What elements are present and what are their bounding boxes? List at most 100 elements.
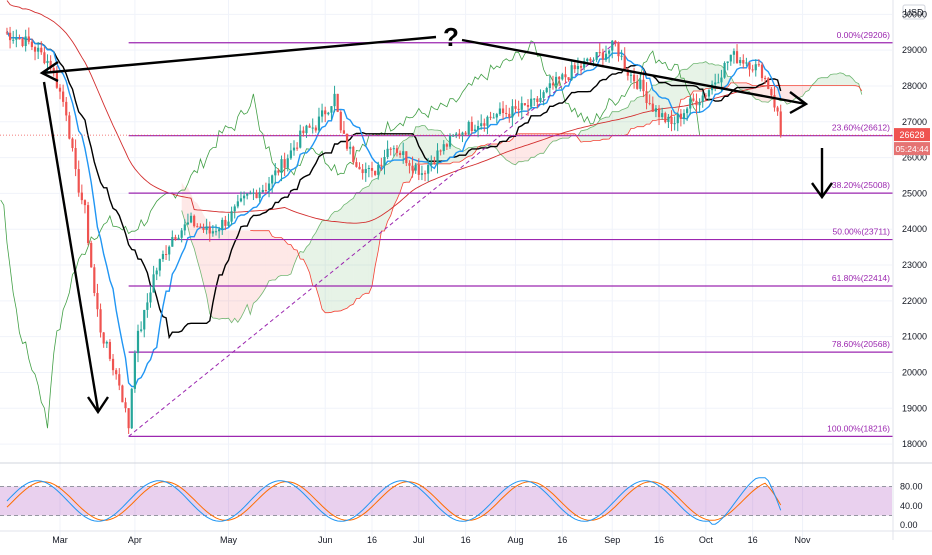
fib-level-label: 0.00%(29206)	[837, 30, 891, 40]
cloud-segment	[428, 129, 432, 164]
candle-body	[495, 114, 498, 118]
candle-body	[508, 113, 511, 118]
cloud-segment	[503, 141, 507, 160]
cloud-segment	[372, 179, 376, 287]
cloud-segment	[606, 116, 610, 140]
cloud-segment	[593, 124, 597, 141]
candle-body	[654, 108, 658, 112]
currency-badge[interactable]	[902, 4, 926, 20]
candle-body	[598, 52, 601, 54]
cloud-segment	[216, 230, 220, 320]
cloud-segment	[244, 230, 248, 312]
candle-body	[386, 148, 389, 157]
price-tick-label: 27000	[902, 117, 927, 127]
candle-body	[136, 330, 140, 354]
cloud-segment	[387, 162, 391, 222]
time-axis[interactable]: Mar Apr May Jun 16 Jul 16 Aug 16 Sep 16 Oct 16 Nov	[0, 530, 932, 545]
cloud-segment	[534, 133, 538, 158]
cloud-segment	[315, 226, 319, 298]
candle-body	[567, 77, 570, 80]
stoch-rsi-pane: 0.00 40.00 80.00	[0, 462, 932, 530]
cloud-segment	[637, 96, 641, 127]
candle-body	[398, 152, 402, 155]
candle-body	[523, 103, 526, 106]
candle-body	[470, 121, 473, 132]
candle-body	[554, 76, 558, 86]
candle-body	[473, 129, 477, 132]
candle-body	[271, 175, 274, 184]
candle-body	[608, 50, 611, 54]
cloud-segment	[322, 220, 326, 313]
candle-body	[105, 341, 108, 344]
candle-body	[420, 173, 424, 175]
chikou-span	[0, 40, 700, 429]
candle-body	[417, 164, 420, 175]
candle-body	[108, 341, 112, 359]
candle-body	[171, 237, 174, 247]
candle-body	[545, 88, 548, 93]
candle-body	[573, 65, 576, 70]
fib-trendline	[128, 42, 616, 437]
price-axis[interactable]: USD 18000 19000 20000 21000 22000 23000 24000 2…	[0, 0, 930, 540]
cloud-segment	[674, 76, 678, 116]
candle-body	[168, 246, 171, 255]
fibonacci-retracement[interactable]: 0.00%(29206) 23.60%(26612) 38.20%(25008) 50…	[128, 30, 893, 437]
cloud-segment	[331, 211, 335, 313]
candle-body	[452, 135, 455, 137]
candle-body	[779, 111, 782, 136]
candle-body	[720, 77, 723, 83]
candle-body	[155, 270, 158, 275]
candle-body	[208, 226, 211, 234]
cloud-segment	[353, 192, 357, 305]
candle-body	[689, 98, 692, 109]
cloud-segment	[294, 249, 298, 265]
candle-body	[305, 125, 308, 134]
candle-body	[430, 162, 433, 166]
cloud-segment	[587, 127, 591, 142]
fib-level-label: 100.00%(18216)	[827, 423, 890, 433]
candle-body	[327, 112, 330, 115]
cloud-segment	[537, 133, 541, 155]
candle-body	[464, 132, 467, 135]
cloud-segment	[443, 134, 447, 164]
candle-body	[193, 215, 196, 227]
cloud-segment	[708, 63, 713, 89]
candle-body	[320, 110, 324, 117]
candle-body	[180, 230, 183, 238]
candle-body	[551, 83, 555, 86]
candle-body	[767, 78, 770, 89]
cloud-segment	[662, 81, 666, 120]
cloud-segment	[325, 219, 329, 313]
grid	[0, 0, 892, 540]
candle-body	[65, 101, 68, 116]
cloud-segment	[830, 73, 834, 86]
time-tick-label: 16	[367, 535, 377, 545]
cloud-segment	[599, 118, 603, 141]
candle-body	[480, 123, 483, 127]
cloud-segment	[181, 182, 185, 221]
candle-body	[439, 150, 442, 152]
candle-body	[261, 189, 264, 193]
candle-body	[255, 192, 258, 199]
candle-body	[570, 65, 573, 80]
cloud-segment	[518, 133, 522, 162]
candle-body	[657, 108, 661, 118]
candle-body	[757, 64, 760, 66]
candle-body	[336, 93, 339, 112]
cloud-segment	[250, 230, 254, 315]
drawings[interactable]: ?	[39, 22, 833, 415]
candle-body	[707, 90, 711, 97]
candle-body	[333, 93, 336, 107]
question-mark: ?	[443, 22, 459, 52]
candle-body	[311, 127, 314, 129]
cloud-segment	[384, 164, 388, 232]
candle-body	[202, 227, 205, 231]
candle-body	[339, 111, 342, 131]
cloud-segment	[222, 230, 226, 319]
candle-body	[611, 40, 614, 51]
candle-body	[414, 164, 417, 171]
candle-body	[673, 123, 676, 125]
candle-body	[218, 229, 221, 232]
cloud-segment	[197, 203, 201, 272]
